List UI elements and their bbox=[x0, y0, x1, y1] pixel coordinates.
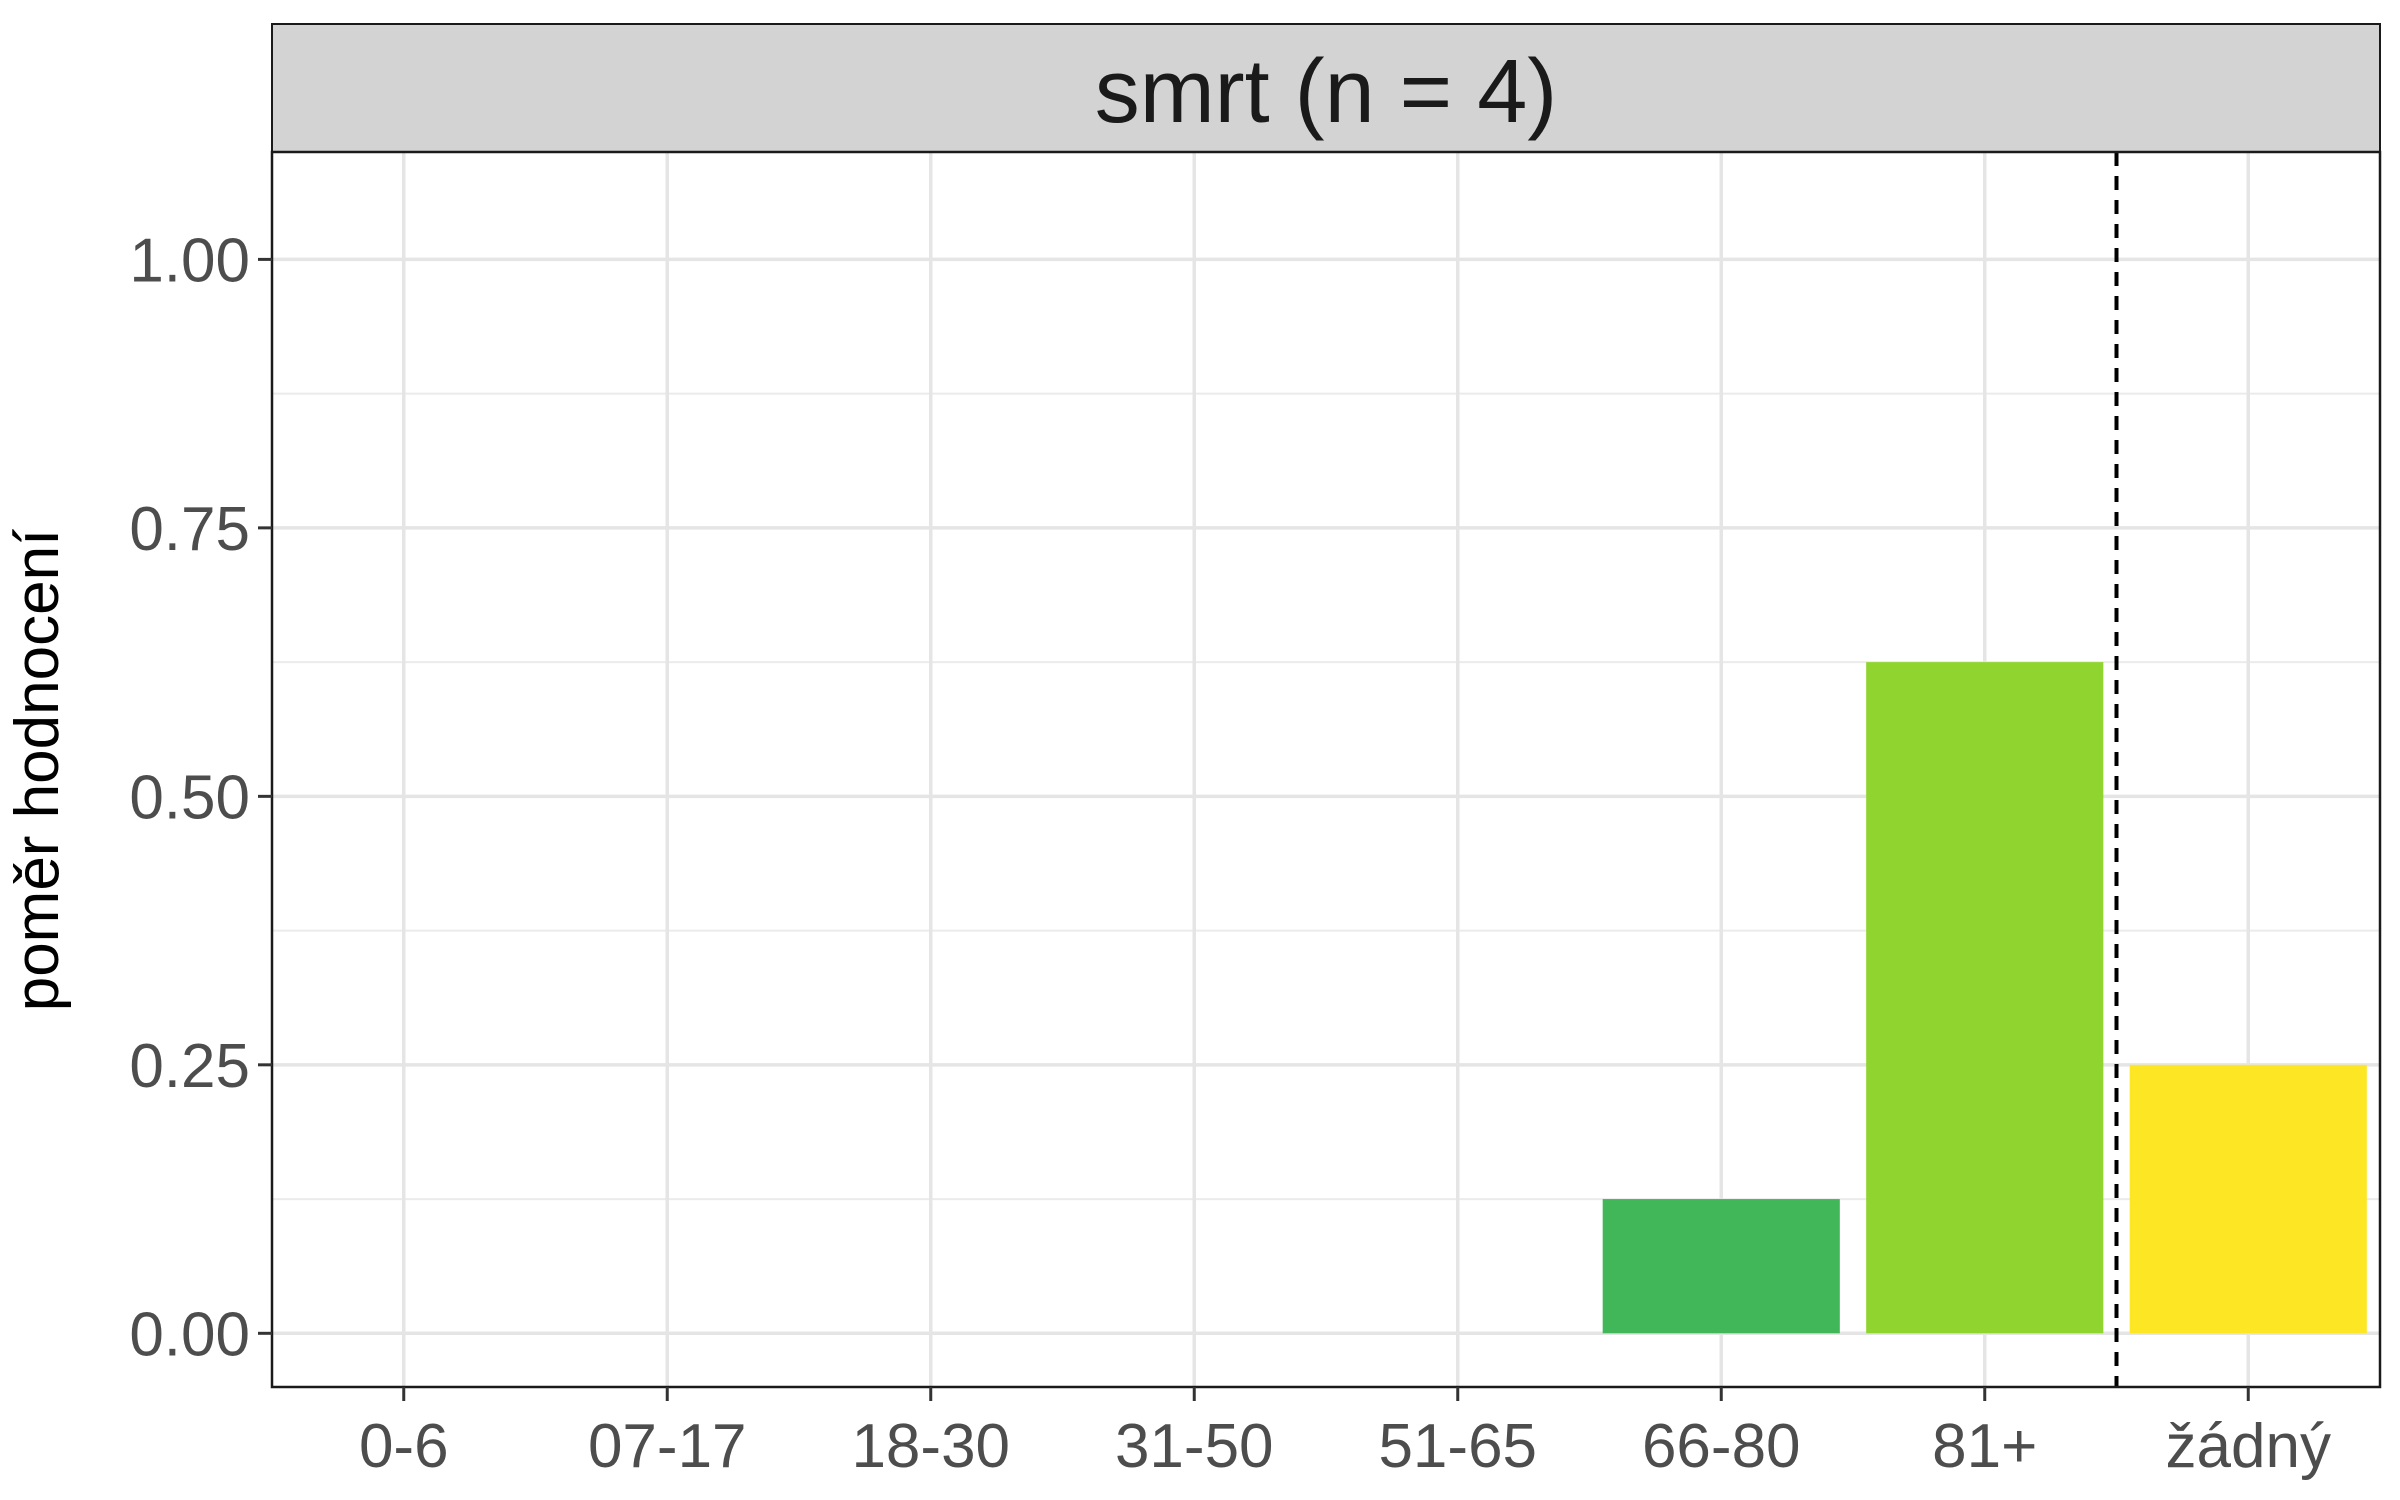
y-tick-label: 1.00 bbox=[129, 226, 250, 295]
x-tick-label: 07-17 bbox=[588, 1412, 747, 1481]
y-tick-label: 0.00 bbox=[129, 1300, 250, 1369]
y-tick-label: 0.50 bbox=[129, 763, 250, 832]
x-tick-label: 18-30 bbox=[851, 1412, 1010, 1481]
x-tick-label: 81+ bbox=[1932, 1412, 2037, 1481]
chart-title: smrt (n = 4) bbox=[1095, 42, 1558, 142]
x-tick-label: 0-6 bbox=[359, 1412, 449, 1481]
y-axis: 0.00 0.25 0.50 0.75 1.00 bbox=[129, 226, 272, 1369]
y-tick-label: 0.25 bbox=[129, 1032, 250, 1101]
x-tick-label: 51-65 bbox=[1378, 1412, 1537, 1481]
x-tick-label: žádný bbox=[2166, 1412, 2331, 1481]
bar-81+ bbox=[1866, 662, 2104, 1334]
bar-žádný bbox=[2129, 1064, 2367, 1334]
x-tick-label: 31-50 bbox=[1115, 1412, 1274, 1481]
plot-border bbox=[270, 150, 2382, 1389]
strip-background bbox=[271, 23, 2381, 153]
y-axis-title: poměr hodnocení bbox=[3, 529, 72, 1012]
x-axis: 0-6 07-17 18-30 31-50 51-65 66-80 81+ žádný bbox=[359, 1387, 2331, 1481]
bar-66-80 bbox=[1602, 1199, 1840, 1334]
y-tick-label: 0.75 bbox=[129, 495, 250, 564]
x-tick-label: 66-80 bbox=[1642, 1412, 1801, 1481]
bars bbox=[1602, 662, 2367, 1334]
